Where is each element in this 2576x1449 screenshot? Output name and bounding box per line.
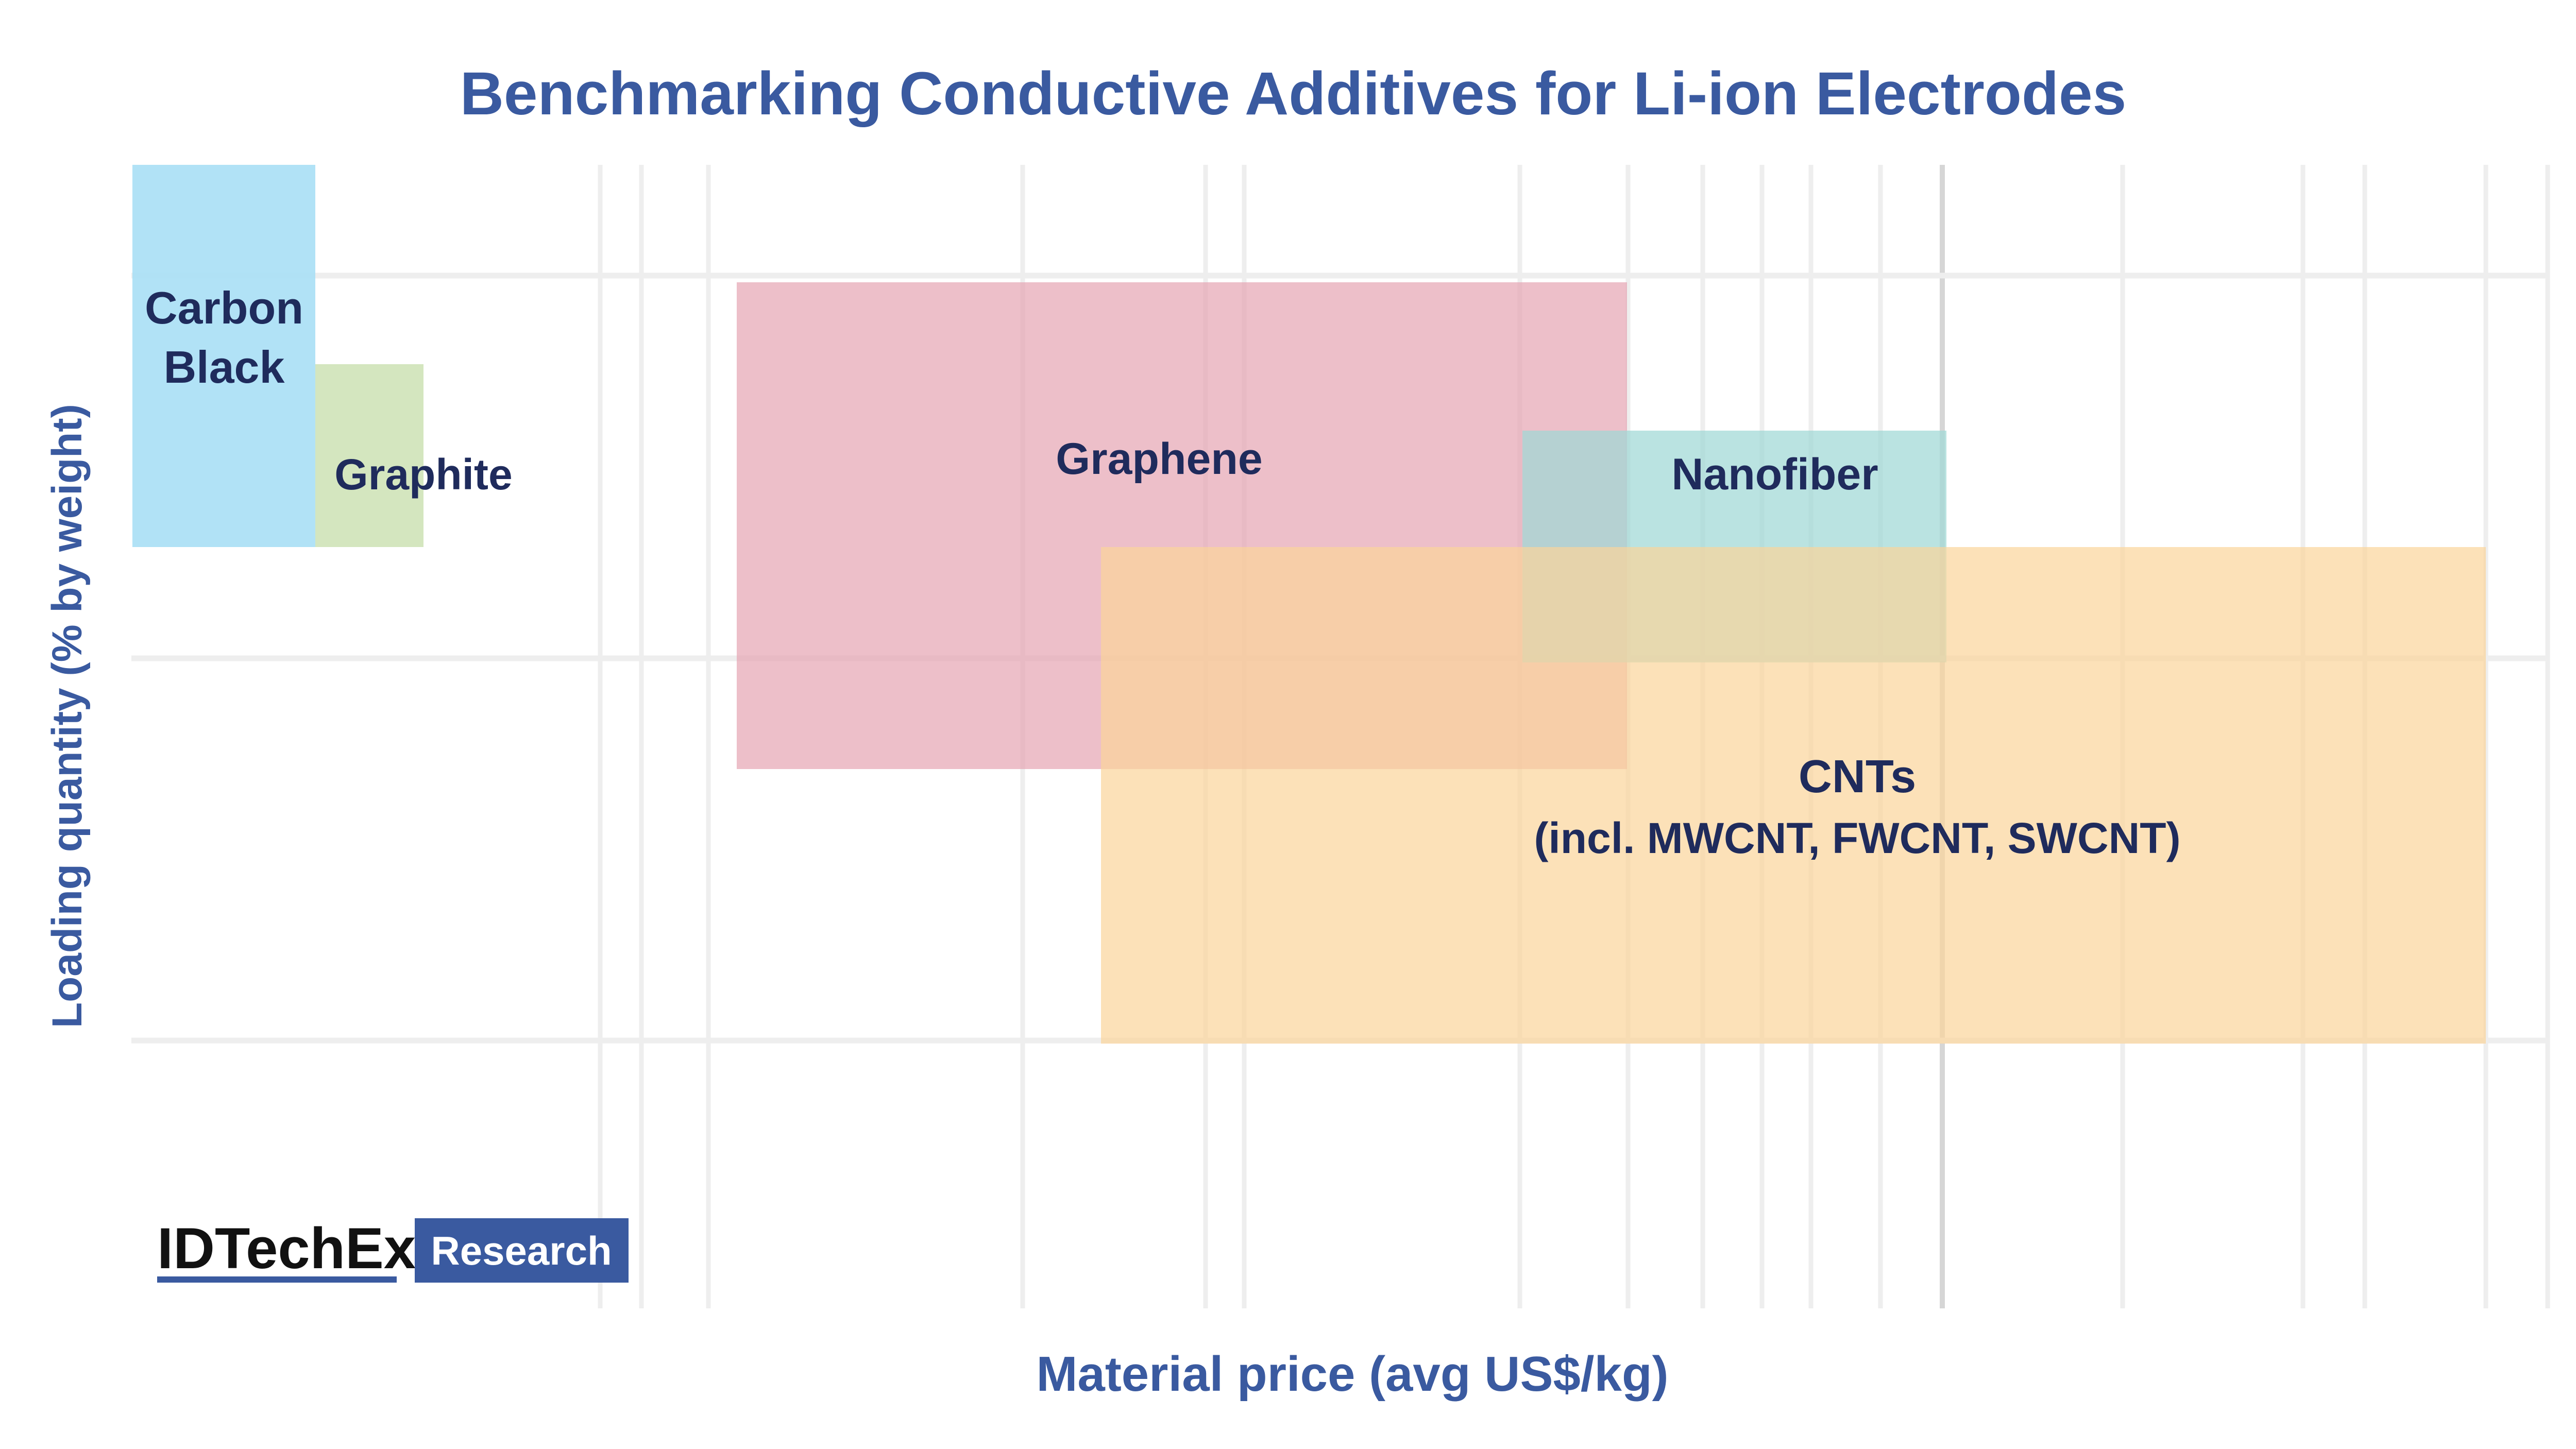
region-carbon-black [132,165,315,547]
logo-text: IDTechEx [157,1216,416,1281]
region-label-nanofiber: Nanofiber [1671,450,1878,499]
x-axis-label: Material price (avg US$/kg) [1036,1346,1668,1402]
region-label-carbon-black: Black [164,342,285,393]
logo-underline [157,1276,397,1283]
y-axis-label: Loading quantity (% by weight) [44,404,91,1028]
region-graphite [315,364,423,547]
region-label-carbon-black: Carbon [145,282,303,333]
region-labels-layer: Carbon Black Graphite Graphene Nanofiber CNTs… [145,282,2181,862]
chart-title: Benchmarking Conductive Additives for Li… [460,60,2127,128]
region-label-cnts: (incl. MWCNT, FWCNT, SWCNT) [1534,814,2180,862]
research-badge [415,1218,629,1283]
region-cnts [1101,547,2486,1044]
region-label-graphite: Graphite [334,450,512,499]
region-label-cnts: CNTs [1799,751,1916,803]
idtechex-logo: IDTechEx Research [157,1216,629,1283]
region-label-graphene: Graphene [1056,434,1262,484]
research-badge-text: Research [431,1228,612,1273]
regions-layer [132,165,2486,1044]
